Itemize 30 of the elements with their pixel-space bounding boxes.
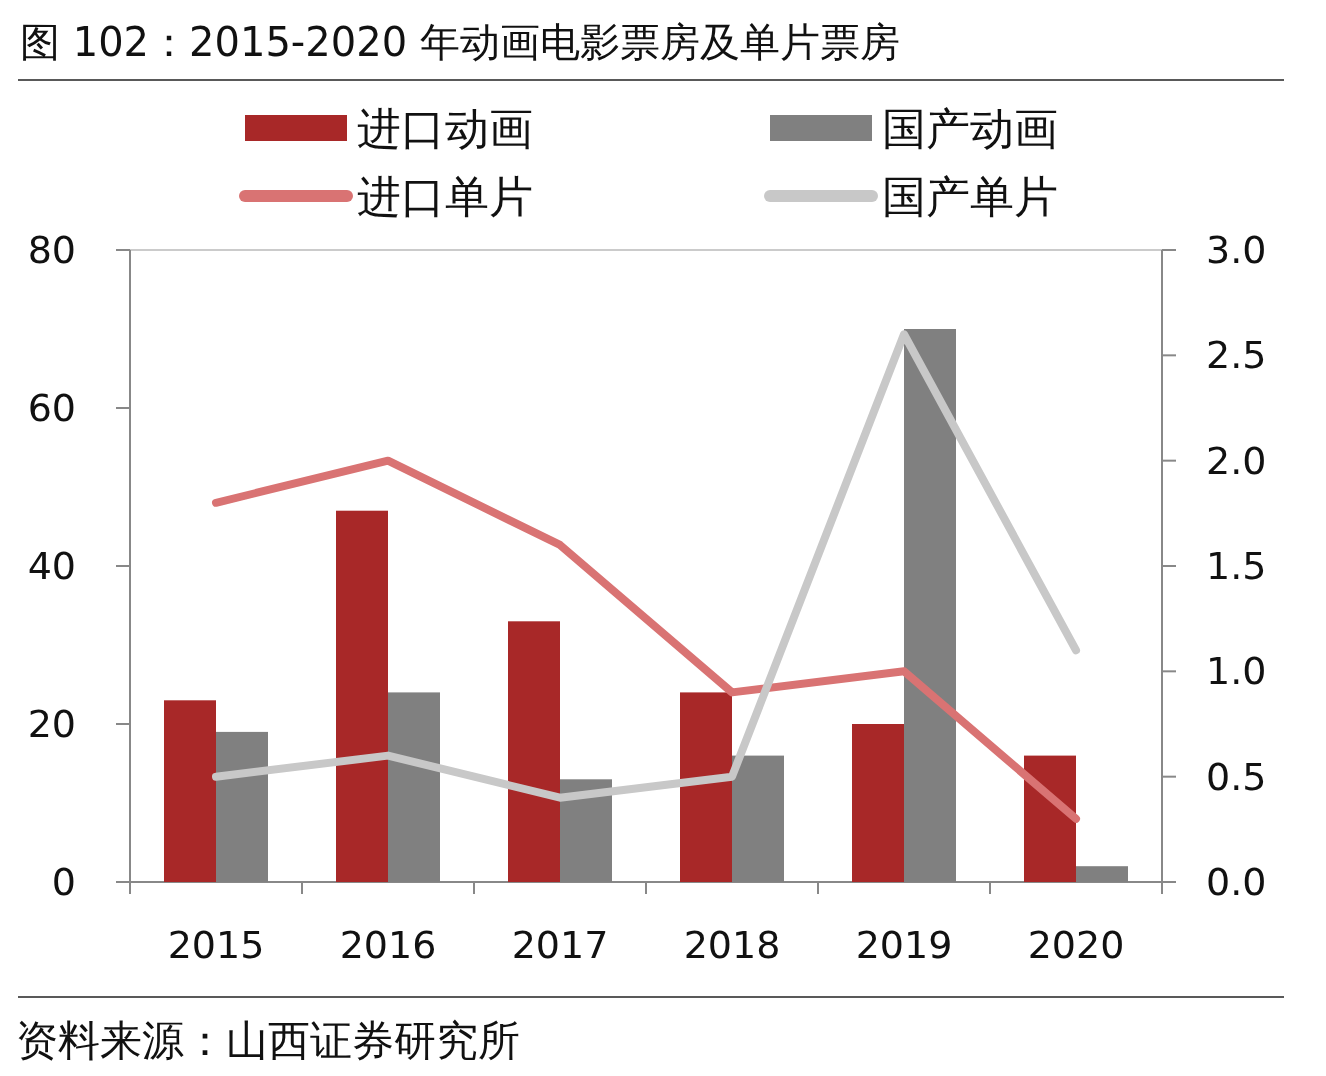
y-tick-label: 60 [27,386,76,430]
y2-tick-label: 0.0 [1206,860,1267,904]
y2-tick-label: 3.0 [1206,228,1267,272]
bar [852,724,904,882]
x-tick-label: 2020 [1027,923,1125,967]
bar [680,692,732,882]
x-tick-label: 2018 [683,923,781,967]
x-tick-label: 2019 [855,923,953,967]
y-tick-label: 80 [27,228,76,272]
y-tick-label: 40 [27,544,76,588]
y-tick-label: 0 [51,860,76,904]
y2-tick-label: 2.0 [1206,438,1267,483]
x-tick-label: 2015 [167,923,265,967]
bar [508,621,560,882]
text: 资料来源：山西证券研究所 [16,1016,520,1065]
bar [336,510,388,882]
x-tick-label: 2017 [511,923,609,967]
legend-label: 国产单片 [882,171,1058,222]
y2-tick-label: 2.5 [1206,333,1267,378]
x-tick-label: 2016 [339,923,437,967]
title: 图 102：2015-2020 年动画电影票房及单片票房 [20,19,900,65]
y2-tick-label: 1.5 [1206,544,1267,588]
legend-label: 进口单片 [357,171,533,222]
y2-tick-label: 1.0 [1206,649,1267,694]
legend-label: 进口动画 [357,103,533,154]
y2-tick-label: 0.5 [1206,754,1267,799]
legend-label: 国产动画 [882,103,1058,154]
y-tick-label: 20 [27,702,76,746]
bar [164,700,216,882]
bar [1024,755,1076,882]
